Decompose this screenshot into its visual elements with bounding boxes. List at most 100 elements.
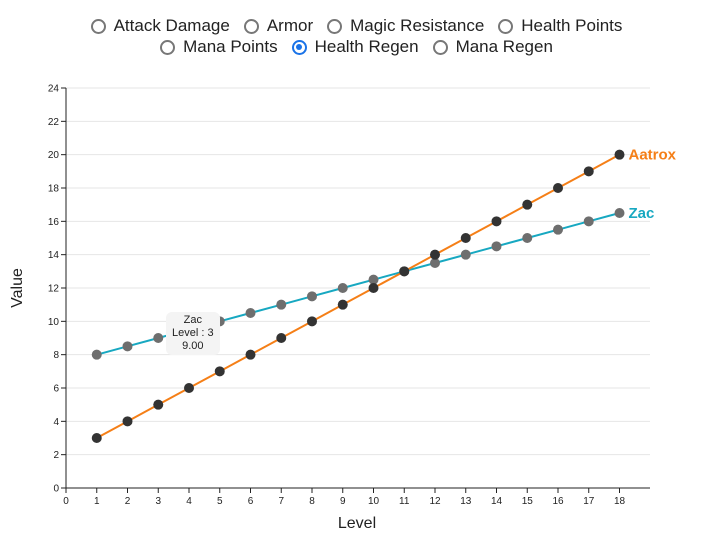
- radio-label: Magic Resistance: [350, 16, 485, 35]
- data-point-aatrox: [583, 166, 594, 177]
- radio-circle-icon[interactable]: [327, 18, 343, 34]
- tooltip-series-name: Zac: [183, 314, 202, 326]
- x-tick-label: 11: [399, 496, 410, 507]
- radio-label: Health Regen: [314, 37, 419, 56]
- y-tick-label: 16: [48, 217, 60, 228]
- y-tick-label: 4: [53, 417, 59, 428]
- data-point-zac: [460, 249, 471, 260]
- data-point-aatrox: [522, 199, 533, 210]
- radio-attack-damage[interactable]: Attack Damage: [90, 16, 230, 36]
- data-point-aatrox: [368, 283, 379, 293]
- series-line-aatrox: [96, 153, 620, 439]
- x-tick-label: 9: [340, 496, 346, 507]
- data-point-aatrox: [91, 433, 102, 443]
- data-point-aatrox: [460, 233, 471, 243]
- data-point-zac: [337, 283, 348, 293]
- radio-label: Attack Damage: [113, 16, 230, 35]
- data-point-aatrox: [491, 216, 502, 227]
- data-point-aatrox: [614, 149, 625, 160]
- data-point-zac: [583, 216, 594, 227]
- x-tick-label: 1: [94, 496, 100, 507]
- data-point-aatrox: [553, 183, 563, 193]
- x-tick-label: 18: [614, 496, 626, 507]
- series-points: [91, 149, 625, 443]
- tooltip-value: 9.00: [182, 340, 204, 352]
- data-point-aatrox: [214, 366, 225, 377]
- x-tick-label: 10: [368, 496, 380, 507]
- data-point-zac: [276, 299, 287, 310]
- radio-circle-icon[interactable]: [432, 39, 448, 55]
- series-lines: [96, 153, 620, 439]
- y-tick-label: 0: [53, 484, 59, 495]
- y-tick-label: 2: [53, 450, 59, 461]
- grid-lines: [66, 87, 650, 456]
- x-tick-label: 16: [552, 496, 564, 507]
- data-point-aatrox: [122, 416, 133, 427]
- x-tick-label: 14: [491, 496, 503, 507]
- series-labels: Zac Aatrox: [629, 147, 677, 222]
- data-point-aatrox: [430, 249, 440, 260]
- data-point-aatrox: [399, 266, 410, 277]
- y-tick-label: 6: [53, 384, 59, 395]
- data-point-zac: [430, 258, 440, 268]
- x-tick-label: 7: [278, 496, 284, 507]
- stat-selector-row-2: Mana Points Health Regen Mana Regen: [0, 37, 713, 57]
- radio-label: Armor: [266, 16, 314, 35]
- y-tick-label: 8: [53, 350, 59, 361]
- tooltip-level: Level : 3: [172, 327, 214, 339]
- x-tick-label: 5: [217, 496, 223, 507]
- x-tick-label: 0: [63, 496, 69, 507]
- data-point-zac: [614, 208, 625, 218]
- x-tick-label: 2: [125, 496, 131, 507]
- data-point-aatrox: [307, 316, 317, 327]
- stat-selector-row-1: Attack Damage Armor Magic Resistance Hea…: [0, 16, 713, 36]
- x-tick-label: 17: [583, 496, 595, 507]
- data-point-zac: [91, 349, 102, 360]
- data-tooltip: Zac Level : 3 9.00: [166, 312, 220, 355]
- radio-mana-points[interactable]: Mana Points: [160, 37, 278, 57]
- data-point-zac: [153, 333, 164, 343]
- x-tick-label: 4: [186, 496, 192, 507]
- data-point-zac: [245, 308, 256, 318]
- radio-circle-icon[interactable]: [160, 39, 176, 55]
- radio-circle-icon[interactable]: [90, 18, 106, 34]
- data-point-zac: [122, 341, 133, 352]
- data-point-zac: [522, 233, 533, 243]
- y-tick-label: 18: [48, 184, 60, 195]
- y-tick-label: 20: [48, 150, 60, 161]
- data-point-zac: [307, 291, 317, 302]
- data-point-zac: [553, 224, 563, 235]
- radio-circle-icon[interactable]: [498, 18, 514, 34]
- y-tick-label: 24: [48, 84, 60, 95]
- y-tick-label: 10: [48, 317, 60, 328]
- radio-health-regen[interactable]: Health Regen: [291, 37, 419, 57]
- x-tick-label: 13: [460, 496, 472, 507]
- y-tick-label: 12: [48, 284, 60, 295]
- data-point-zac: [368, 274, 379, 285]
- data-point-aatrox: [337, 299, 348, 310]
- radio-armor[interactable]: Armor: [243, 16, 314, 36]
- data-point-aatrox: [276, 333, 287, 343]
- x-tick-label: 15: [522, 496, 534, 507]
- radio-circle-selected-icon[interactable]: [291, 39, 307, 55]
- x-tick-label: 12: [429, 496, 441, 507]
- series-label-zac: Zac: [629, 205, 655, 222]
- radio-label: Mana Regen: [455, 37, 553, 56]
- data-point-aatrox: [245, 349, 256, 360]
- x-tick-label: 6: [248, 496, 254, 507]
- radio-health-points[interactable]: Health Points: [498, 16, 622, 36]
- series-label-aatrox: Aatrox: [629, 147, 677, 164]
- radio-label: Mana Points: [183, 37, 278, 56]
- y-tick-label: 22: [48, 117, 60, 128]
- radio-mana-regen[interactable]: Mana Regen: [432, 37, 553, 57]
- data-point-aatrox: [153, 399, 164, 410]
- data-point-aatrox: [184, 383, 194, 393]
- y-tick-label: 14: [48, 250, 60, 261]
- y-axis-title: Value: [9, 268, 26, 308]
- radio-circle-icon[interactable]: [243, 18, 259, 34]
- x-axis-title: Level: [338, 515, 376, 532]
- data-point-zac: [491, 241, 502, 252]
- radio-magic-resistance[interactable]: Magic Resistance: [327, 16, 484, 36]
